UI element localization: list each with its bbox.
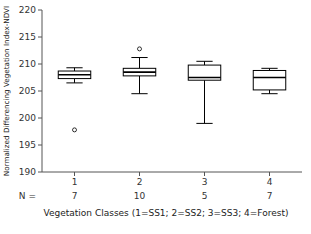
n-label: 7 (267, 191, 273, 201)
x-axis (42, 172, 302, 173)
n-label: 5 (202, 191, 208, 201)
n-label: 7 (72, 191, 78, 201)
whisker-high (204, 61, 205, 65)
cap-high (131, 57, 147, 58)
x-tick (204, 172, 205, 176)
x-tick-label: 2 (137, 177, 143, 187)
y-tick-label: 195 (19, 140, 36, 150)
whisker-low (269, 90, 270, 94)
y-tick-label: 220 (19, 5, 36, 15)
cap-low (196, 123, 212, 124)
outlier (73, 128, 77, 132)
chart: 190 195 200 205 210 215 220 1 2 3 4 N = 7 10 5 7 Vegetat… (0, 0, 311, 234)
y-axis-label: Normalized Differencing Vegetation Index… (2, 6, 11, 176)
x-tick (74, 172, 75, 176)
cap-high (261, 68, 277, 69)
box (253, 70, 286, 89)
x-axis-label: Vegetation Classes (1=SS1; 2=SS2; 3=SS3;… (44, 208, 289, 218)
y-tick (38, 64, 42, 65)
x-tick (139, 172, 140, 176)
y-tick-label: 190 (19, 167, 36, 177)
cap-low (66, 82, 82, 83)
x-tick-label: 4 (267, 177, 273, 187)
y-tick (38, 145, 42, 146)
median (188, 77, 221, 79)
boxes (58, 47, 286, 132)
median (253, 77, 286, 79)
y-tick-label: 200 (19, 113, 36, 123)
y-tick (38, 37, 42, 38)
y-tick-label: 210 (19, 59, 36, 69)
n-label: 10 (134, 191, 146, 201)
whisker-low (204, 80, 205, 123)
median (58, 74, 91, 76)
cap-high (66, 67, 82, 68)
box (58, 71, 91, 79)
whisker-low (139, 76, 140, 94)
y-tick (38, 10, 42, 11)
y-tick (38, 118, 42, 119)
whisker-high (139, 58, 140, 69)
outlier (138, 47, 142, 51)
box (123, 68, 156, 76)
whisker-low (74, 79, 75, 83)
y-tick-label: 215 (19, 32, 36, 42)
y-tick-label: 205 (19, 86, 36, 96)
box (188, 65, 221, 80)
median (123, 71, 156, 73)
cap-low (131, 93, 147, 94)
x-tick-label: 3 (202, 177, 208, 187)
x-tick-label: 1 (72, 177, 78, 187)
n-row-label: N = (19, 191, 36, 201)
y-tick (38, 91, 42, 92)
x-tick (269, 172, 270, 176)
cap-high (196, 61, 212, 62)
cap-low (261, 93, 277, 94)
y-tick (38, 172, 42, 173)
